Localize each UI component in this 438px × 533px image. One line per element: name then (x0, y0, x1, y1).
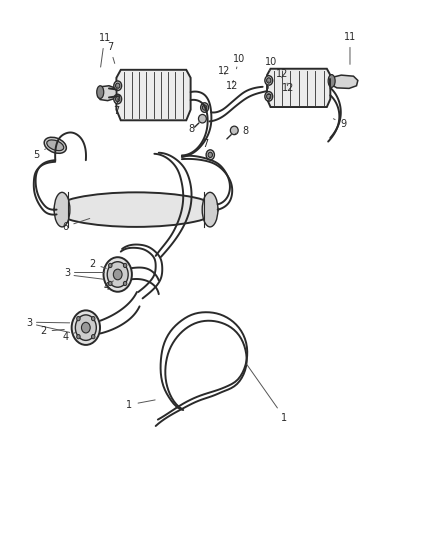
Text: 9: 9 (333, 119, 346, 129)
Ellipse shape (77, 335, 80, 339)
Text: 12: 12 (226, 80, 238, 91)
Text: 8: 8 (188, 122, 199, 134)
Text: 7: 7 (107, 42, 115, 63)
Ellipse shape (47, 140, 64, 151)
Ellipse shape (206, 150, 215, 160)
Ellipse shape (97, 86, 104, 99)
Text: 1: 1 (247, 365, 288, 423)
Ellipse shape (208, 152, 212, 158)
Ellipse shape (113, 269, 122, 280)
Ellipse shape (81, 322, 90, 333)
Ellipse shape (44, 138, 66, 154)
Ellipse shape (116, 96, 120, 102)
Polygon shape (98, 86, 117, 101)
Ellipse shape (77, 317, 80, 321)
Ellipse shape (202, 105, 207, 110)
Ellipse shape (54, 192, 70, 227)
Text: 4: 4 (103, 281, 113, 292)
Ellipse shape (265, 92, 273, 101)
Ellipse shape (124, 281, 127, 286)
Text: 12: 12 (282, 83, 294, 93)
Polygon shape (117, 70, 191, 120)
Text: 7: 7 (265, 82, 271, 104)
Polygon shape (330, 75, 358, 88)
Ellipse shape (92, 317, 95, 321)
Ellipse shape (72, 310, 100, 345)
Ellipse shape (230, 126, 238, 135)
Text: 8: 8 (235, 126, 248, 136)
Text: 2: 2 (89, 259, 106, 269)
Ellipse shape (201, 103, 208, 112)
Ellipse shape (103, 257, 132, 292)
Ellipse shape (198, 115, 206, 123)
Ellipse shape (267, 94, 271, 99)
Ellipse shape (114, 94, 122, 104)
Text: 12: 12 (218, 66, 230, 76)
Text: 5: 5 (33, 149, 46, 160)
Text: 11: 11 (99, 33, 111, 67)
Text: 3: 3 (26, 318, 32, 328)
Text: 12: 12 (276, 69, 289, 79)
Ellipse shape (75, 315, 96, 341)
Ellipse shape (328, 75, 335, 87)
Ellipse shape (54, 192, 218, 227)
Text: 7: 7 (113, 98, 120, 116)
Ellipse shape (107, 262, 128, 287)
Ellipse shape (114, 81, 122, 91)
Ellipse shape (267, 78, 271, 83)
Ellipse shape (265, 76, 273, 85)
Text: 10: 10 (233, 54, 245, 69)
Text: 3: 3 (64, 269, 70, 278)
Text: 2: 2 (40, 326, 64, 336)
Text: 11: 11 (344, 32, 356, 64)
Ellipse shape (92, 335, 95, 339)
Ellipse shape (109, 281, 112, 286)
Text: 7: 7 (202, 139, 208, 152)
Text: 4: 4 (62, 332, 76, 342)
Ellipse shape (124, 263, 127, 268)
Text: 6: 6 (62, 219, 90, 232)
Text: 10: 10 (265, 57, 278, 71)
Ellipse shape (109, 263, 112, 268)
Ellipse shape (202, 192, 218, 227)
Ellipse shape (116, 83, 120, 88)
Text: 7: 7 (114, 87, 120, 105)
Polygon shape (267, 69, 330, 107)
Text: 1: 1 (127, 400, 155, 410)
